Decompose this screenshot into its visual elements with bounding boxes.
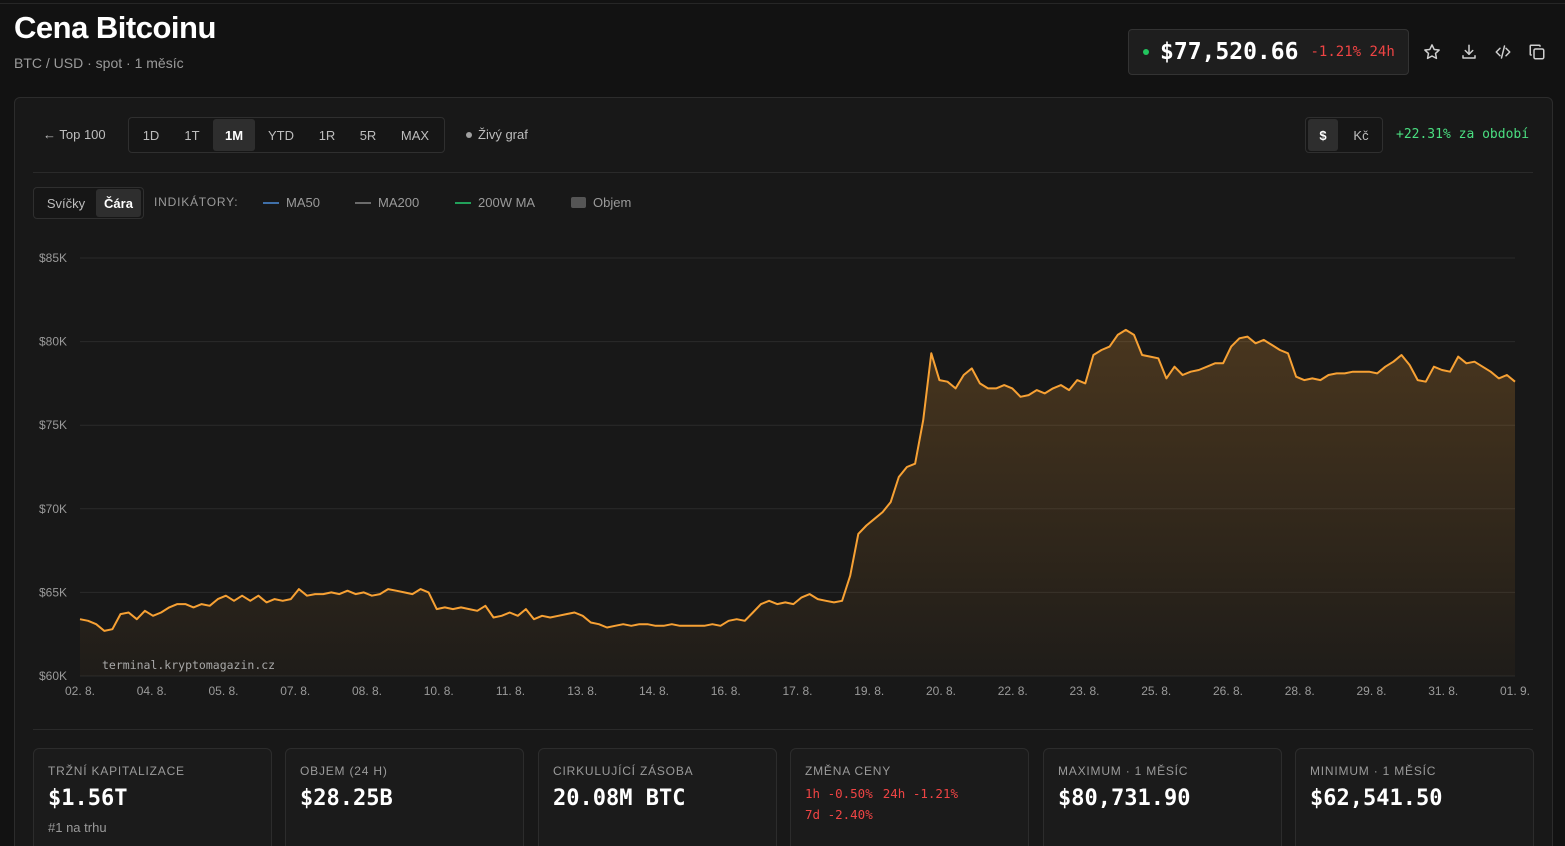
x-tick-label: 28. 8.	[1285, 684, 1315, 698]
stat-label: TRŽNÍ KAPITALIZACE	[48, 764, 185, 778]
x-tick-label: 01. 9.	[1500, 684, 1530, 698]
currency-selector: $ Kč	[1305, 117, 1383, 153]
change-24h: 24h -1.21%	[882, 786, 958, 801]
chart-type-selector: Svíčky Čára	[33, 187, 144, 219]
stat-card-market-cap: TRŽNÍ KAPITALIZACE $1.56T #1 na trhu	[33, 748, 272, 846]
time-range-selector: 1D 1T 1M YTD 1R 5R MAX	[128, 117, 445, 153]
indicator-200w-ma[interactable]: 200W MA	[455, 195, 535, 210]
stat-value: $80,731.90	[1058, 786, 1191, 811]
indicator-ma50[interactable]: MA50	[263, 195, 320, 210]
price-change-list: 1h -0.50% 24h -1.21% 7d -2.40%	[805, 783, 1014, 825]
y-tick-label: $80K	[39, 335, 67, 349]
x-tick-label: 20. 8.	[926, 684, 956, 698]
indicator-ma50-label: MA50	[286, 195, 320, 210]
x-tick-label: 23. 8.	[1069, 684, 1099, 698]
ma200w-line-icon	[455, 201, 471, 204]
stat-label: CIRKULUJÍCÍ ZÁSOBA	[553, 764, 694, 778]
range-button-1t[interactable]: 1T	[184, 127, 200, 143]
indicator-ma200-label: MA200	[378, 195, 420, 210]
current-price: $77,520.66	[1160, 39, 1299, 65]
chart-type-candles[interactable]: Svíčky	[46, 195, 86, 211]
indicator-200w-ma-label: 200W MA	[478, 195, 536, 210]
live-graph-toggle[interactable]: Živý graf	[466, 127, 528, 142]
page-title: Cena Bitcoinu	[14, 10, 216, 45]
stat-label: MINIMUM · 1 MĚSÍC	[1310, 764, 1437, 778]
y-tick-label: $65K	[39, 585, 67, 599]
x-tick-label: 02. 8.	[65, 684, 95, 698]
range-button-1m[interactable]: 1M	[213, 119, 255, 151]
currency-button-czk[interactable]: Kč	[1353, 127, 1369, 143]
y-tick-label: $75K	[39, 418, 67, 432]
ma200-line-icon	[355, 201, 371, 204]
stat-value: $62,541.50	[1310, 786, 1443, 811]
current-price-box: $77,520.66 -1.21% 24h	[1128, 29, 1409, 75]
x-tick-label: 22. 8.	[998, 684, 1028, 698]
live-status-dot-icon	[1143, 49, 1149, 55]
stat-card-price-change: ZMĚNA CENY 1h -0.50% 24h -1.21% 7d -2.40%	[790, 748, 1029, 846]
page-subtitle: BTC / USD · spot · 1 měsíc	[14, 55, 184, 71]
range-button-5r[interactable]: 5R	[359, 127, 377, 143]
top-border	[0, 0, 1565, 4]
indicator-ma200[interactable]: MA200	[355, 195, 419, 210]
y-tick-label: $70K	[39, 502, 67, 516]
y-tick-label: $60K	[39, 669, 67, 683]
period-change: +22.31% za období	[1396, 127, 1530, 142]
stat-label: OBJEM (24 H)	[300, 764, 388, 778]
range-button-1r[interactable]: 1R	[318, 127, 336, 143]
range-button-ytd[interactable]: YTD	[268, 127, 294, 143]
x-tick-label: 17. 8.	[782, 684, 812, 698]
change-1h: 1h -0.50%	[805, 786, 873, 801]
x-tick-label: 11. 8.	[496, 684, 525, 698]
indicators-label: INDIKÁTORY:	[154, 195, 239, 209]
live-graph-label: Živý graf	[478, 127, 528, 142]
x-tick-label: 29. 8.	[1356, 684, 1386, 698]
x-tick-label: 04. 8.	[137, 684, 167, 698]
y-tick-label: $85K	[39, 251, 67, 265]
stat-label: ZMĚNA CENY	[805, 764, 892, 778]
x-tick-label: 16. 8.	[711, 684, 741, 698]
x-tick-label: 07. 8.	[280, 684, 310, 698]
chart-type-line[interactable]: Čára	[96, 189, 141, 217]
range-button-1d[interactable]: 1D	[142, 127, 160, 143]
indicator-volume-label: Objem	[593, 195, 632, 210]
volume-box-icon	[571, 197, 586, 208]
x-tick-label: 26. 8.	[1213, 684, 1243, 698]
range-button-max[interactable]: MAX	[400, 127, 430, 143]
stat-value: 20.08M BTC	[553, 786, 686, 811]
stat-card-month-max: MAXIMUM · 1 MĚSÍC $80,731.90	[1043, 748, 1282, 846]
chart-watermark: terminal.kryptomagazin.cz	[102, 658, 275, 672]
indicator-volume[interactable]: Objem	[571, 195, 631, 210]
price-area-fill	[80, 329, 1515, 676]
change-7d: 7d -2.40%	[805, 807, 873, 822]
stat-card-month-min: MINIMUM · 1 MĚSÍC $62,541.50	[1295, 748, 1534, 846]
code-icon[interactable]	[1492, 41, 1514, 63]
ma50-line-icon	[263, 201, 279, 204]
back-to-top100-link[interactable]: ← Top 100	[43, 127, 106, 142]
stat-value: $1.56T	[48, 786, 128, 811]
divider	[33, 172, 1533, 173]
x-tick-label: 08. 8.	[352, 684, 382, 698]
x-tick-label: 13. 8.	[567, 684, 597, 698]
currency-button-usd[interactable]: $	[1308, 119, 1338, 151]
x-tick-label: 05. 8.	[208, 684, 238, 698]
x-tick-label: 25. 8.	[1141, 684, 1171, 698]
stat-value: $28.25B	[300, 786, 393, 811]
x-tick-label: 19. 8.	[854, 684, 884, 698]
star-icon[interactable]	[1421, 41, 1443, 63]
price-line	[79, 328, 1516, 632]
stat-card-volume: OBJEM (24 H) $28.25B	[285, 748, 524, 846]
x-tick-label: 31. 8.	[1428, 684, 1458, 698]
price-change-24h: -1.21% 24h	[1310, 44, 1395, 60]
x-tick-label: 10. 8.	[424, 684, 454, 698]
stat-card-circulating-supply: CIRKULUJÍCÍ ZÁSOBA 20.08M BTC	[538, 748, 777, 846]
divider	[33, 729, 1533, 730]
stat-sub: #1 na trhu	[48, 820, 107, 835]
stat-label: MAXIMUM · 1 MĚSÍC	[1058, 764, 1189, 778]
price-chart[interactable]: terminal.kryptomagazin.cz $60K $65K $70K $7…	[0, 0, 1565, 720]
x-tick-label: 14. 8.	[639, 684, 669, 698]
copy-icon[interactable]	[1526, 41, 1548, 63]
live-dot-icon	[466, 131, 472, 138]
download-icon[interactable]	[1458, 41, 1480, 63]
